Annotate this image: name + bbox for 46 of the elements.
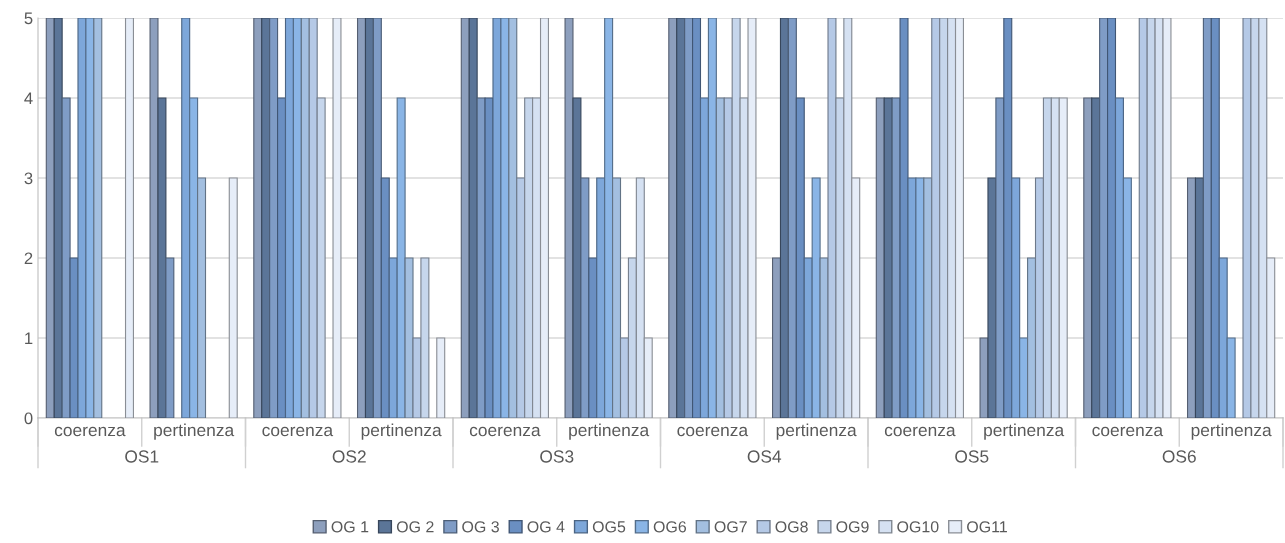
legend-label: OG7 xyxy=(714,521,747,533)
bar xyxy=(332,18,342,418)
x-tick-label: pertinenza xyxy=(361,423,442,440)
text: OS4 xyxy=(747,450,782,463)
legend-label: OG10 xyxy=(897,521,939,533)
bar xyxy=(228,177,238,418)
x-tick-label: coerenza xyxy=(1092,426,1164,437)
x-tick-label: coerenza xyxy=(469,426,541,437)
bar xyxy=(572,97,582,418)
text: OS1 xyxy=(125,450,159,463)
legend-label: OG 1 xyxy=(331,521,369,533)
legend-label: OG11 xyxy=(967,521,1007,533)
x-tick-label: pertinenza xyxy=(776,423,857,440)
legend-label: OG6 xyxy=(653,521,687,533)
legend-label: OG 4 xyxy=(527,521,565,533)
y-tick-label: 1 xyxy=(25,332,33,345)
bar xyxy=(149,18,159,418)
x-tick-label: coerenza xyxy=(884,426,956,437)
y-tick-label: 4 xyxy=(24,92,33,105)
bar xyxy=(564,18,574,418)
y-tick-label: 0 xyxy=(24,412,33,425)
bar xyxy=(165,257,175,418)
text: OS5 xyxy=(955,450,989,463)
x-tick-label: pertinenza xyxy=(1191,423,1272,440)
text: OS2 xyxy=(332,450,366,463)
legend-label: OG5 xyxy=(592,521,626,533)
legend-label: OG9 xyxy=(836,521,869,533)
x-tick-label: pertinenza xyxy=(569,423,650,440)
y-tick-label: 3 xyxy=(24,172,33,185)
bar xyxy=(157,97,167,418)
text: OS3 xyxy=(540,450,574,463)
x-tick-label: coerenza xyxy=(262,426,334,437)
bar xyxy=(124,18,135,418)
legend-label: OG8 xyxy=(775,521,808,533)
text: OS6 xyxy=(1162,450,1196,463)
x-tick-label: coerenza xyxy=(54,426,126,437)
y-tick-label: 5 xyxy=(24,12,33,25)
bar xyxy=(197,177,207,418)
legend-label: OG 2 xyxy=(396,521,434,533)
y-tick-label: 2 xyxy=(24,252,33,265)
x-tick-label: pertinenza xyxy=(984,423,1065,440)
legend-label: OG 3 xyxy=(462,521,499,533)
bar xyxy=(93,18,103,418)
x-tick-label: coerenza xyxy=(677,426,749,437)
bar xyxy=(436,337,446,418)
x-tick-label: pertinenza xyxy=(154,423,235,440)
